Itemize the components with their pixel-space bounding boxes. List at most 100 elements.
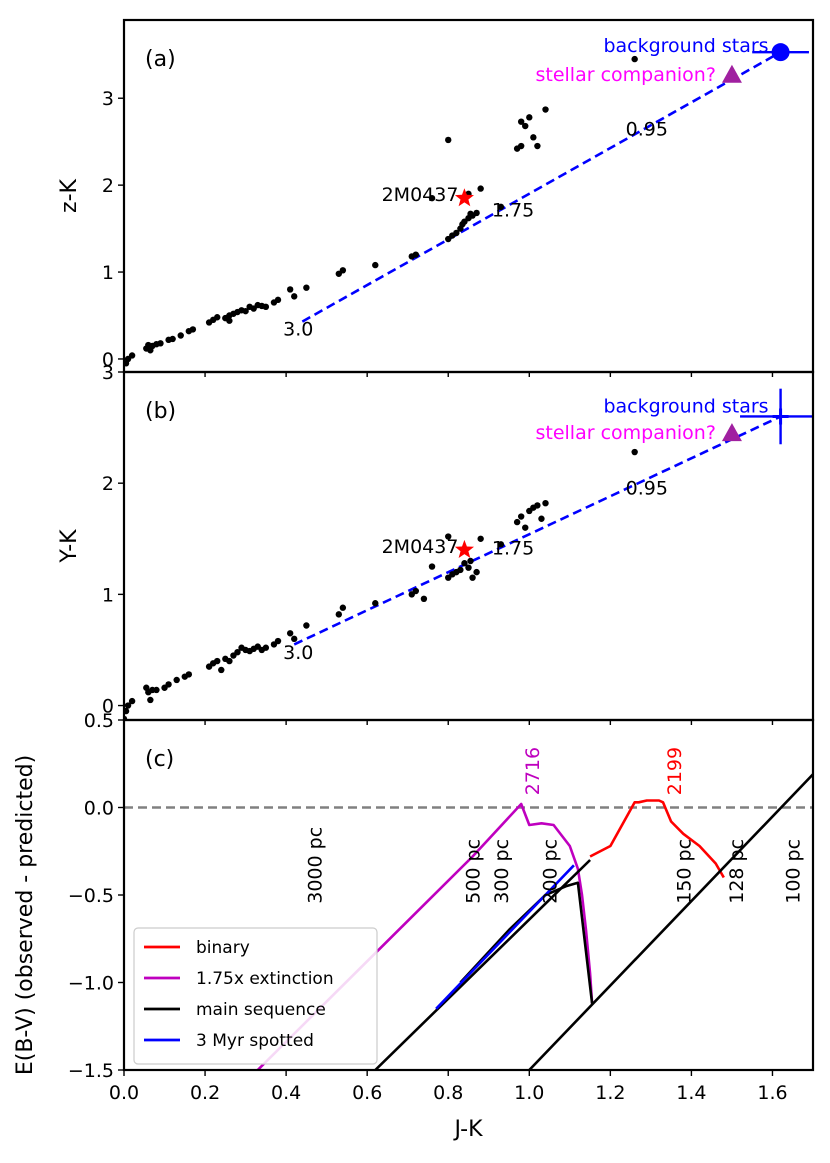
x-tick-label: 0.0 <box>109 1082 139 1104</box>
series-line-3-myr-spotted <box>435 864 575 1010</box>
peak-temperature-label: 2716 <box>522 747 544 795</box>
star-point <box>542 106 549 113</box>
star-point <box>262 303 270 311</box>
y-tick-label: 3 <box>102 362 114 384</box>
star-point <box>173 676 180 684</box>
legend-entry-label: 3 Myr spotted <box>196 1031 314 1051</box>
star-point <box>412 587 420 595</box>
distance-label: 3000 pc <box>304 827 326 904</box>
star-point <box>522 524 529 531</box>
star-point <box>234 648 241 656</box>
star-point <box>128 697 136 705</box>
star-point <box>538 515 545 522</box>
star-point <box>157 340 164 347</box>
plot-area <box>124 773 813 1070</box>
y-tick-label: 3 <box>102 88 114 110</box>
target-label: 2M0437 <box>382 184 459 206</box>
reddening-vector-line <box>301 51 782 323</box>
star-point <box>457 566 464 574</box>
axes-frame <box>122 718 815 1072</box>
star-point <box>461 560 468 567</box>
star-point <box>497 203 505 211</box>
distance-label: 300 pc <box>491 839 513 904</box>
star-point <box>513 518 521 526</box>
star-point <box>286 630 294 637</box>
y-tick-label: 0 <box>102 696 114 718</box>
y-tick-label: −1.0 <box>68 973 114 995</box>
legend-entry-label: 1.75x extinction <box>196 969 334 989</box>
series-line-main-sequence <box>459 881 594 1004</box>
y-axis-title: E(B-V) (observed - predicted) <box>13 755 38 1075</box>
star-point <box>445 533 452 540</box>
legend-box <box>133 927 378 1065</box>
legend: binary 1.75x extinction main sequence 3 Myr… <box>133 927 378 1065</box>
panel-c: 3000 pc 500 pc 300 pc 200 pc 150 pc 128 pc 100… <box>13 710 815 1142</box>
star-point <box>517 513 525 520</box>
star-point <box>291 293 298 300</box>
star-point <box>428 563 436 570</box>
extinction-ratio-label: 0.95 <box>626 478 668 500</box>
distance-label: 200 pc <box>540 839 562 904</box>
star-point <box>185 671 193 678</box>
y-tick-label: 1 <box>102 262 114 284</box>
star-point <box>477 185 484 192</box>
extinction-ratio-label: 3.0 <box>283 642 313 664</box>
legend-entry-label: main sequence <box>196 1000 326 1020</box>
star-point <box>177 332 184 339</box>
plot-area <box>124 388 813 720</box>
extinction-ratio-label: 3.0 <box>283 319 313 341</box>
star-point <box>226 657 233 665</box>
star-point <box>226 317 233 324</box>
x-tick-label: 0.2 <box>190 1082 220 1104</box>
legend-entry-label: binary <box>196 938 250 958</box>
star-point <box>534 142 541 150</box>
x-tick-label: 1.4 <box>676 1082 706 1104</box>
star-point <box>428 194 436 202</box>
star-point <box>631 448 638 456</box>
star-point <box>467 557 474 565</box>
panel-label: (a) <box>145 47 176 72</box>
companion-triangle <box>721 64 742 83</box>
star-point <box>534 502 541 509</box>
star-point <box>169 335 176 343</box>
distance-label: 128 pc <box>726 839 748 904</box>
star-point <box>372 261 379 269</box>
star-point <box>274 296 282 304</box>
y-tick-label: 2 <box>102 175 114 197</box>
x-tick-label: 0.8 <box>433 1082 463 1104</box>
background-stars-label: background stars <box>603 395 768 417</box>
distance-label: 500 pc <box>463 839 485 904</box>
x-tick-label: 1.6 <box>757 1082 787 1104</box>
series-line-main-sequence-128-pc- <box>528 773 813 1070</box>
distance-label: 100 pc <box>783 839 805 904</box>
star-point <box>128 352 136 359</box>
star-point <box>372 600 379 607</box>
panel-label: (b) <box>145 399 176 424</box>
y-tick-label: 0.5 <box>84 710 114 732</box>
x-tick-label: 1.2 <box>595 1082 625 1104</box>
star-point <box>526 114 533 121</box>
x-axis-title: J-K <box>452 1117 483 1142</box>
y-tick-label: 1 <box>102 584 114 606</box>
companion-triangle <box>721 423 742 442</box>
plot-area <box>124 43 809 372</box>
star-point <box>339 604 347 611</box>
star-point <box>339 267 347 274</box>
target-star-marker <box>454 539 474 558</box>
star-point <box>274 637 282 645</box>
star-point <box>631 55 638 63</box>
star-point <box>517 118 525 125</box>
star-point <box>286 286 294 293</box>
y-tick-label: 0.0 <box>84 798 114 820</box>
star-point <box>445 136 452 144</box>
star-point <box>412 251 420 258</box>
extinction-ratio-label: 1.75 <box>492 538 534 560</box>
panel-label: (c) <box>145 747 174 772</box>
star-point <box>473 209 480 217</box>
x-tick-label: 0.4 <box>271 1082 301 1104</box>
star-point <box>465 564 472 571</box>
target-label: 2M0437 <box>382 536 459 558</box>
star-point <box>522 122 529 130</box>
series-line-main-sequence-100-pc- <box>374 859 592 1070</box>
star-point <box>214 314 221 321</box>
